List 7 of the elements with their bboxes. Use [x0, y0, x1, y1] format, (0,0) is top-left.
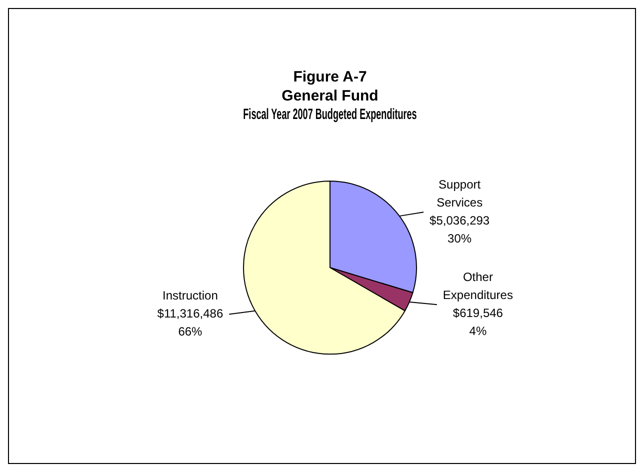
data-label: $5,036,293 30%: [430, 213, 490, 246]
chart-title: Figure A-7 General Fund Fiscal Year 2007 Budgeted Expenditures: [243, 68, 417, 123]
slice-label: Support Services: [436, 177, 483, 210]
slice-label: Other Expenditures: [442, 270, 513, 302]
data-label: $11,316,486 66%: [157, 306, 224, 339]
data-label: $619,546 4%: [452, 306, 504, 338]
slice-label: Instruction: [162, 288, 218, 303]
